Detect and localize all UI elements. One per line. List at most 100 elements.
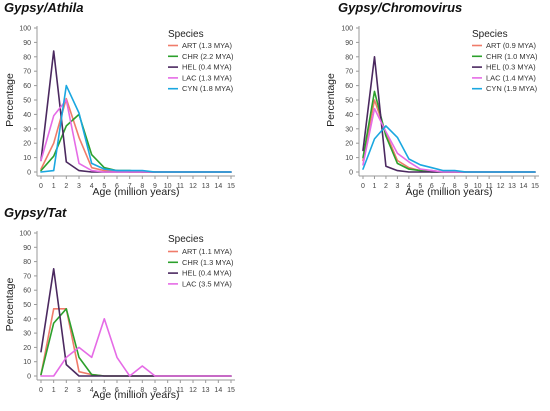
chart-panel-2: Gypsy/Chromovirus 0 10 20 30 40 50 60 70 80 90 100 0…: [325, 0, 539, 198]
legend-title: Species: [472, 29, 508, 40]
y-tick-label: 50: [23, 98, 31, 105]
x-tick-label: 3: [395, 183, 399, 190]
x-tick-label: 1: [373, 183, 377, 190]
series-line-art: [40, 97, 232, 173]
y-tick-label: 10: [23, 359, 31, 366]
chart-title: Gypsy/Chromovirus: [338, 0, 462, 15]
x-tick-label: 14: [214, 387, 222, 394]
y-tick-label: 40: [23, 316, 31, 323]
x-tick-label: 12: [189, 183, 197, 190]
x-tick-label: 4: [90, 183, 94, 190]
y-tick-label: 50: [345, 98, 353, 105]
x-tick-label: 1: [52, 387, 56, 394]
legend-label: CYN (1.9 MYA): [486, 84, 538, 93]
y-tick-label: 40: [23, 112, 31, 119]
x-tick-label: 14: [520, 183, 528, 190]
y-axis-label: Percentage: [4, 277, 16, 331]
y-tick-label: 90: [345, 40, 353, 47]
x-tick-label: 11: [177, 183, 184, 190]
y-tick-label: 100: [341, 26, 353, 33]
y-tick-label: 30: [23, 331, 31, 338]
y-tick-label: 80: [23, 54, 31, 61]
legend-label: LAC (1.4 MYA): [486, 73, 536, 82]
x-tick-label: 4: [407, 183, 411, 190]
x-tick-label: 5: [102, 183, 106, 190]
y-tick-label: 80: [23, 259, 31, 266]
x-tick-label: 1: [52, 183, 56, 190]
legend-label: CYN (1.8 MYA): [182, 84, 234, 93]
y-tick-label: 0: [27, 170, 31, 177]
y-tick-label: 20: [23, 141, 31, 148]
x-tick-label: 3: [77, 183, 81, 190]
x-tick-label: 13: [202, 183, 210, 190]
x-tick-label: 0: [39, 387, 43, 394]
y-tick-label: 70: [23, 273, 31, 280]
x-tick-label: 10: [474, 183, 482, 190]
y-tick-label: 100: [19, 26, 31, 33]
x-tick-label: 10: [164, 183, 172, 190]
legend-label: ART (1.1 MYA): [182, 247, 233, 256]
x-tick-label: 12: [189, 387, 197, 394]
x-tick-label: 15: [227, 183, 235, 190]
x-tick-label: 15: [531, 183, 539, 190]
y-tick-label: 10: [23, 155, 31, 162]
x-tick-label: 4: [90, 387, 94, 394]
x-tick-label: 0: [361, 183, 365, 190]
x-tick-label: 2: [384, 183, 388, 190]
y-tick-label: 30: [23, 126, 31, 133]
x-axis-label: Age (million years): [93, 186, 180, 198]
x-axis-label: Age (million years): [406, 186, 493, 198]
y-tick-label: 0: [349, 170, 353, 177]
series-line-cyn: [40, 84, 232, 173]
x-tick-label: 7: [128, 183, 132, 190]
x-tick-label: 5: [418, 183, 422, 190]
x-tick-label: 0: [39, 183, 43, 190]
series-line-lac: [40, 317, 232, 377]
legend-label: CHR (1.0 MYA): [486, 52, 538, 61]
legend-label: LAC (1.3 MYA): [182, 73, 232, 82]
chart-title: Gypsy/Athila: [4, 0, 83, 15]
legend-label: HEL (0.4 MYA): [182, 269, 232, 278]
legend-title: Species: [168, 234, 204, 245]
x-tick-label: 6: [430, 183, 434, 190]
y-tick-label: 60: [23, 83, 31, 90]
x-tick-label: 13: [202, 387, 210, 394]
y-tick-label: 100: [19, 231, 31, 238]
x-tick-label: 2: [64, 387, 68, 394]
x-tick-label: 15: [227, 387, 235, 394]
legend-label: ART (0.9 MYA): [486, 41, 537, 50]
x-tick-label: 7: [128, 387, 132, 394]
x-tick-label: 9: [153, 183, 157, 190]
legend-label: HEL (0.3 MYA): [486, 63, 536, 72]
x-tick-label: 7: [441, 183, 445, 190]
series-line-chr: [362, 90, 536, 173]
x-tick-label: 8: [453, 183, 457, 190]
legend-label: CHR (2.2 MYA): [182, 52, 234, 61]
x-tick-label: 13: [508, 183, 516, 190]
x-tick-label: 6: [115, 387, 119, 394]
legend-label: HEL (0.4 MYA): [182, 63, 232, 72]
legend-label: LAC (3.5 MYA): [182, 279, 232, 288]
x-tick-label: 11: [177, 387, 184, 394]
legend-label: ART (1.3 MYA): [182, 41, 233, 50]
y-tick-label: 80: [345, 54, 353, 61]
y-tick-label: 50: [23, 302, 31, 309]
legend-label: CHR (1.3 MYA): [182, 258, 234, 267]
x-tick-label: 9: [464, 183, 468, 190]
y-tick-label: 20: [23, 345, 31, 352]
x-tick-label: 14: [214, 183, 222, 190]
x-tick-label: 11: [485, 183, 492, 190]
legend-title: Species: [168, 29, 204, 40]
chart-title: Gypsy/Tat: [4, 205, 67, 220]
x-tick-label: 8: [140, 387, 144, 394]
x-tick-label: 8: [140, 183, 144, 190]
y-tick-label: 20: [345, 141, 353, 148]
x-tick-label: 12: [497, 183, 505, 190]
y-tick-label: 30: [345, 126, 353, 133]
x-tick-label: 6: [115, 183, 119, 190]
x-tick-label: 10: [164, 387, 172, 394]
x-tick-label: 3: [77, 387, 81, 394]
x-axis-label: Age (million years): [93, 389, 180, 401]
